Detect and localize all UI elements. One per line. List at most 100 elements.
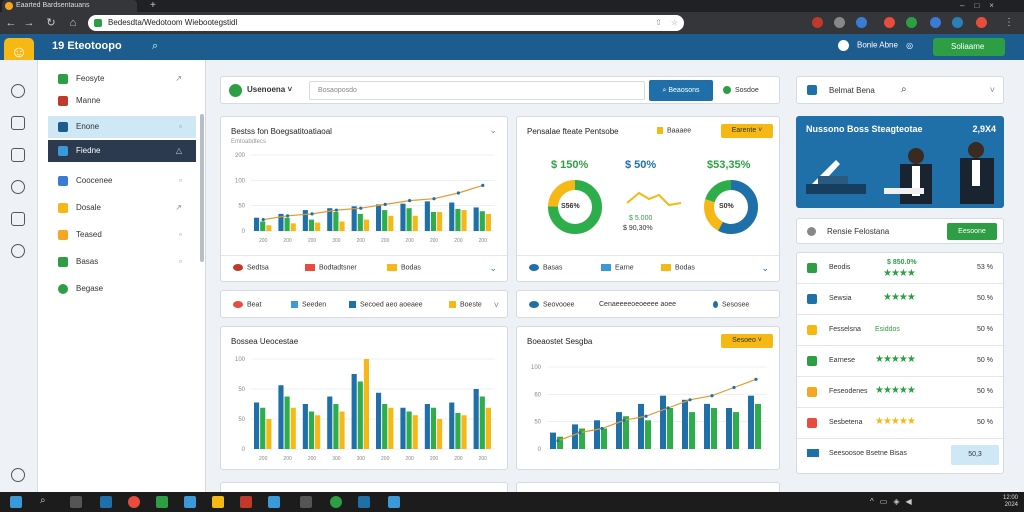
alert-icon[interactable]: △ <box>175 146 182 155</box>
tray-icons[interactable]: ^▭◈◀ <box>870 497 918 506</box>
app-icon-2[interactable] <box>156 496 168 508</box>
open-icon[interactable]: ▫ <box>179 257 182 266</box>
collapse-icon[interactable]: ⌄ <box>489 125 497 135</box>
app-icon-1[interactable] <box>100 496 112 508</box>
x-tick-label: 200 <box>308 238 317 244</box>
x-tick-label: 200 <box>454 238 463 244</box>
browser-icon[interactable] <box>128 496 140 508</box>
chip-7[interactable]: Sesosee <box>713 301 749 308</box>
sidebar-item-2[interactable]: Manne <box>48 90 196 112</box>
bar <box>357 381 363 449</box>
extension-icon-1[interactable] <box>812 17 823 28</box>
right-search[interactable]: Belmat Bena ⌕ ˅ <box>796 76 1004 104</box>
chip-6[interactable]: Cenaeeeeoeoeeee aoee <box>599 301 677 308</box>
sidebar-item-5[interactable]: Coocenee ▫ <box>48 170 196 192</box>
search-icon[interactable]: ⌕ <box>901 84 907 95</box>
sidebar-item-3[interactable]: Enone ▫ <box>48 116 196 138</box>
address-bar[interactable]: Bedesdta/Wedotoom Wiebootegstidl ⇧ ☆ <box>88 15 684 31</box>
sidebar-item-7[interactable]: Teased ▫ <box>48 224 196 246</box>
chip-1[interactable]: Beat <box>233 301 261 308</box>
forward-icon[interactable]: → <box>23 17 35 29</box>
list-item[interactable]: Beodis $ 850.0% ★★★★ 53 % <box>797 253 1003 284</box>
extension-icon-7[interactable] <box>952 17 963 28</box>
extension-icon-2[interactable] <box>834 17 845 28</box>
open-icon[interactable]: ▫ <box>179 122 182 131</box>
dropdown-icon[interactable]: ˅ <box>989 85 995 95</box>
start-icon[interactable] <box>10 496 22 508</box>
app-icon-4[interactable] <box>212 496 224 508</box>
promo-button[interactable]: Eesoone <box>947 223 997 240</box>
app-icon-5[interactable] <box>240 496 252 508</box>
play-icon[interactable] <box>807 227 816 236</box>
window-controls-icon[interactable]: –□× <box>960 1 1004 10</box>
app-icon-9[interactable] <box>358 496 370 508</box>
users-icon[interactable] <box>11 244 25 258</box>
extension-icon-5[interactable] <box>906 17 917 28</box>
sidebar-item-8[interactable]: Basas ▫ <box>48 251 196 273</box>
app-icon-3[interactable] <box>184 496 196 508</box>
bar <box>254 402 260 449</box>
monitor-icon[interactable] <box>11 148 25 162</box>
list-item[interactable]: Earnese ★★★★★ 50 % <box>797 346 1003 377</box>
header-action-button[interactable]: Soliaame <box>933 38 1005 56</box>
list-item[interactable]: Seesoosoe Bsetne Bisas 50,3 <box>797 439 1003 470</box>
extension-icon-6[interactable] <box>930 17 941 28</box>
open-icon[interactable]: ▫ <box>179 176 182 185</box>
share-icon[interactable]: ⇧ <box>655 18 662 27</box>
header-search-icon[interactable]: ⌕ <box>152 40 159 52</box>
new-tab-icon[interactable]: + <box>150 0 156 11</box>
reload-icon[interactable]: ↻ <box>46 17 56 29</box>
app-icon-8[interactable] <box>330 496 342 508</box>
taskview-icon[interactable] <box>70 496 82 508</box>
search-input[interactable]: Bosaoposdo <box>309 81 645 100</box>
secondary-filter[interactable]: Sosdoe <box>723 86 759 94</box>
notification-icon[interactable]: ◎ <box>906 40 914 50</box>
app-icon-7[interactable] <box>300 496 312 508</box>
sidebar-scrollbar[interactable] <box>200 114 204 262</box>
sidebar-item-6[interactable]: Dosale ↗ <box>48 197 196 219</box>
globe-icon[interactable] <box>11 180 25 194</box>
app-icon-6[interactable] <box>268 496 280 508</box>
extension-icon-4[interactable] <box>884 17 895 28</box>
app-icon-10[interactable] <box>388 496 400 508</box>
expand-icon[interactable]: ⌄ <box>489 263 497 273</box>
open-icon[interactable]: ▫ <box>179 230 182 239</box>
chip-3[interactable]: Secoed aeo aoeaee <box>349 301 423 308</box>
browser-tab[interactable]: Eaarted Bardsentauans <box>2 0 137 12</box>
list-item[interactable]: Sewsia ★★★★ 50.% <box>797 284 1003 315</box>
x-tick-label: 200 <box>430 456 439 462</box>
chip-2[interactable]: Seeden <box>291 301 326 308</box>
kpi-period-select[interactable]: Earente ˅ <box>721 124 773 138</box>
extension-icon-3[interactable] <box>856 17 867 28</box>
bottom-right-select[interactable]: Sesoeo ˅ <box>721 334 773 348</box>
list-item[interactable]: Fesselsna Esiddos 50 % <box>797 315 1003 346</box>
search-icon[interactable]: ⌕ <box>40 495 46 506</box>
back-icon[interactable]: ← <box>5 17 17 29</box>
clock[interactable]: 12:00 2024 <box>1002 495 1018 508</box>
documents-icon[interactable] <box>11 116 25 130</box>
settings-icon[interactable] <box>11 468 25 482</box>
header-user[interactable]: Bonle Abne ◎ <box>838 40 913 51</box>
chip-4[interactable]: Boeste <box>449 301 482 308</box>
bookmark-star-icon[interactable]: ☆ <box>670 18 678 27</box>
home-icon[interactable]: ⌂ <box>69 17 77 29</box>
hero-banner[interactable]: Nussono Boss Steagteotae 2,9X4 <box>796 116 1004 208</box>
search-button[interactable]: ⌕ Beaosons <box>649 80 713 101</box>
dashboard-icon[interactable] <box>11 84 25 98</box>
list-item[interactable]: Sesbetena ★★★★★ 50 % <box>797 408 1003 439</box>
sidebar-item-4[interactable]: Fiedne △ <box>48 140 196 162</box>
sidebar-item-9[interactable]: Begase <box>48 278 196 300</box>
chip-5[interactable]: Seovooee <box>529 301 575 308</box>
reports-icon[interactable] <box>11 212 25 226</box>
view-select[interactable]: Usenoena ˅ <box>247 85 293 94</box>
expand-icon[interactable]: ⌄ <box>761 263 769 273</box>
browser-menu-icon[interactable]: ⋮ <box>1004 17 1014 28</box>
edit-icon[interactable]: ↗ <box>175 74 182 83</box>
sidebar-item-1[interactable]: Feosyte ↗ <box>48 68 196 90</box>
list-item[interactable]: Feseodenes ★★★★★ 50 % <box>797 377 1003 408</box>
dropdown-icon[interactable]: ˅ <box>493 300 499 310</box>
share-icon[interactable]: ↗ <box>175 203 182 212</box>
list-action-button[interactable]: 50,3 <box>951 445 999 465</box>
rating-stars: ★★★★★ <box>875 354 916 365</box>
profile-icon[interactable] <box>976 17 987 28</box>
